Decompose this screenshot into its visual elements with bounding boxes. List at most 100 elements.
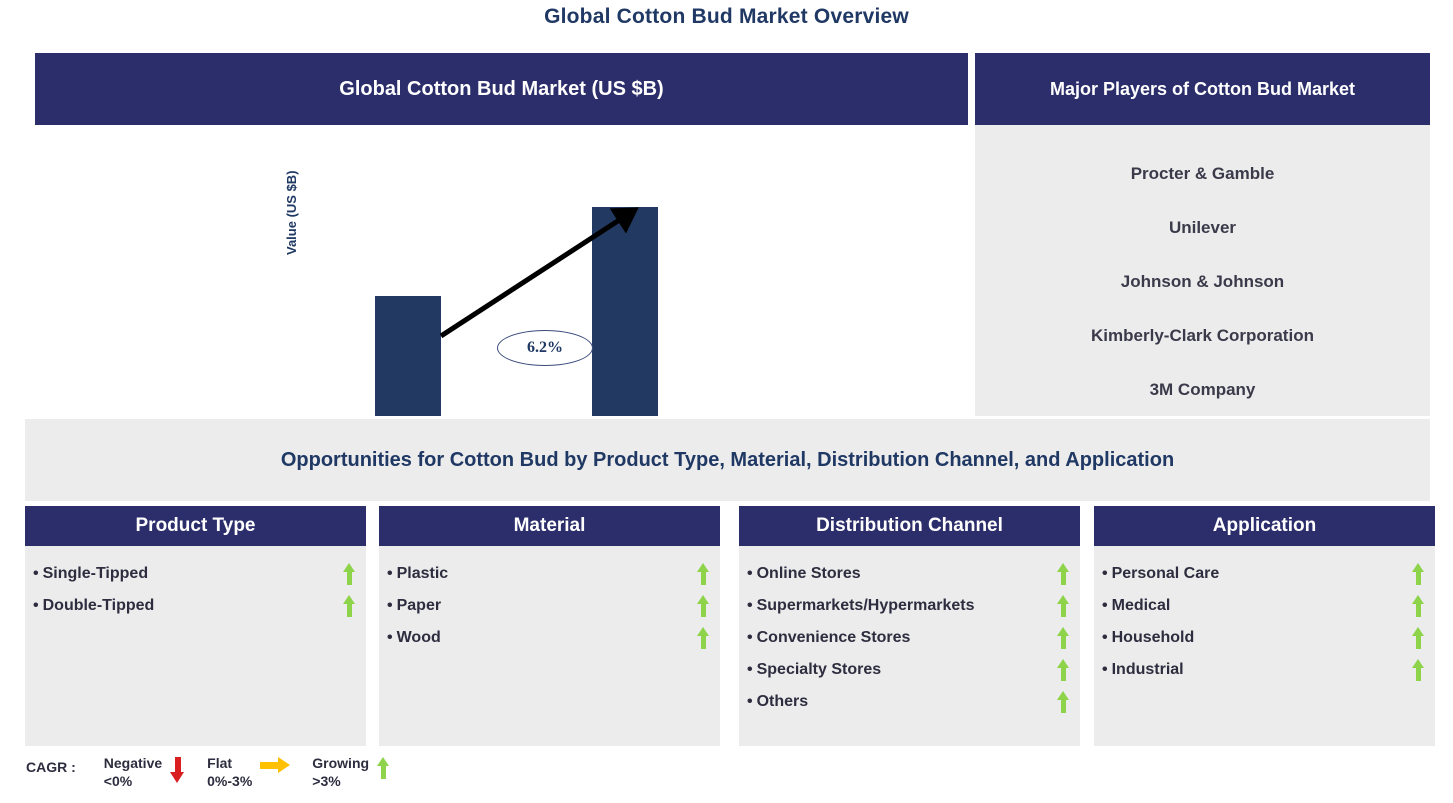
arrow-up-icon xyxy=(1412,627,1425,649)
legend-item-flat: Flat 0%-3% xyxy=(207,755,302,790)
legend-label: Flat xyxy=(207,755,233,771)
category-column-application: Application • Personal Care • Medical • Hou… xyxy=(1094,506,1435,746)
bullet-icon: • xyxy=(33,597,39,614)
list-item: 3M Company xyxy=(1149,379,1256,399)
legend-range: 0%-3% xyxy=(207,772,253,789)
category-item-label: • Supermarkets/Hypermarkets xyxy=(747,597,975,614)
major-players-panel: Major Players of Cotton Bud Market Proct… xyxy=(975,53,1430,416)
category-title: Product Type xyxy=(135,515,256,536)
growth-arrow-icon xyxy=(439,207,639,339)
legend-range: >3% xyxy=(312,772,341,789)
list-item: • Plastic xyxy=(387,558,710,590)
cagr-legend-title: CAGR : xyxy=(26,759,76,775)
arrow-up-icon xyxy=(697,595,710,617)
legend-label: Growing xyxy=(312,755,370,771)
category-column-product-type: Product Type • Single-Tipped • Double-Tipp… xyxy=(25,506,366,746)
arrow-up-icon xyxy=(1412,595,1425,617)
list-item: • Supermarkets/Hypermarkets xyxy=(747,590,1070,622)
legend-item-negative: Negative <0% xyxy=(104,755,197,790)
page-title: Global Cotton Bud Market Overview xyxy=(544,5,909,28)
list-item: • Medical xyxy=(1102,590,1425,622)
bullet-icon: • xyxy=(1102,629,1108,646)
arrow-up-icon xyxy=(1412,659,1425,681)
players-panel-title: Major Players of Cotton Bud Market xyxy=(1049,78,1356,99)
list-item: • Convenience Stores xyxy=(747,622,1070,654)
category-title: Material xyxy=(513,515,586,536)
list-item: • Household xyxy=(1102,622,1425,654)
bullet-icon: • xyxy=(747,565,753,582)
category-item-label: • Others xyxy=(747,693,809,710)
category-title: Application xyxy=(1212,515,1317,536)
list-item: • Wood xyxy=(387,622,710,654)
players-list: Procter & Gamble Unilever Johnson & John… xyxy=(975,125,1430,416)
arrow-up-icon xyxy=(1057,563,1070,585)
list-item: • Specialty Stores xyxy=(747,654,1070,686)
bar-chart: Value (US $B) 6.2% 2024 2031 Source : Lu… xyxy=(35,125,968,482)
category-item-label: • Single-Tipped xyxy=(33,565,149,582)
opportunities-banner: Opportunities for Cotton Bud by Product … xyxy=(25,419,1430,501)
category-item-label: • Wood xyxy=(387,629,441,646)
chart-panel-header: Global Cotton Bud Market (US $B) xyxy=(35,53,968,125)
list-item: Kimberly-Clark Corporation xyxy=(1091,325,1314,345)
list-item: • Single-Tipped xyxy=(33,558,356,590)
bullet-icon: • xyxy=(747,629,753,646)
arrow-down-icon xyxy=(170,757,185,783)
arrow-right-icon xyxy=(260,757,291,773)
chart-panel-title: Global Cotton Bud Market (US $B) xyxy=(339,77,664,100)
category-header: Distribution Channel xyxy=(739,506,1080,546)
bar-2024 xyxy=(375,296,441,416)
arrow-up-icon xyxy=(343,595,356,617)
category-items: • Single-Tipped • Double-Tipped xyxy=(25,546,366,746)
bullet-icon: • xyxy=(1102,597,1108,614)
bar-2031 xyxy=(592,207,658,416)
category-header: Product Type xyxy=(25,506,366,546)
category-column-material: Material • Plastic • Paper • Wood xyxy=(379,506,720,746)
category-column-distribution-channel: Distribution Channel • Online Stores • Sup… xyxy=(739,506,1080,746)
list-item: Johnson & Johnson xyxy=(1120,271,1285,291)
category-item-label: • Convenience Stores xyxy=(747,629,911,646)
opportunities-banner-text: Opportunities for Cotton Bud by Product … xyxy=(280,448,1175,471)
bullet-icon: • xyxy=(387,597,393,614)
cagr-legend: CAGR : Negative <0% Flat 0%-3% Growing >… xyxy=(26,755,412,790)
bullet-icon: • xyxy=(747,597,753,614)
category-item-label: • Online Stores xyxy=(747,565,861,582)
list-item: Unilever xyxy=(1168,218,1237,238)
bullet-icon: • xyxy=(1102,661,1108,678)
category-item-label: • Medical xyxy=(1102,597,1171,614)
bullet-icon: • xyxy=(747,693,753,710)
category-item-label: • Specialty Stores xyxy=(747,661,882,678)
category-items: • Plastic • Paper • Wood xyxy=(379,546,720,746)
category-item-label: • Paper xyxy=(387,597,442,614)
category-header: Material xyxy=(379,506,720,546)
bullet-icon: • xyxy=(33,565,39,582)
legend-range: <0% xyxy=(103,772,133,789)
cagr-value: 6.2% xyxy=(527,339,563,356)
cagr-callout: 6.2% xyxy=(497,330,593,366)
list-item: Procter & Gamble xyxy=(1130,164,1275,184)
bullet-icon: • xyxy=(1102,565,1108,582)
category-item-label: • Plastic xyxy=(387,565,449,582)
list-item: • Others xyxy=(747,686,1070,718)
legend-item-growing: Growing >3% xyxy=(312,755,402,790)
arrow-up-icon xyxy=(1412,563,1425,585)
arrow-up-icon xyxy=(1057,691,1070,713)
arrow-up-icon xyxy=(1057,595,1070,617)
arrow-up-icon xyxy=(697,563,710,585)
category-item-label: • Industrial xyxy=(1102,661,1184,678)
list-item: • Double-Tipped xyxy=(33,590,356,622)
category-title: Distribution Channel xyxy=(816,515,1003,536)
list-item: • Online Stores xyxy=(747,558,1070,590)
category-item-label: • Household xyxy=(1102,629,1195,646)
arrow-up-icon xyxy=(1057,627,1070,649)
arrow-up-icon xyxy=(343,563,356,585)
list-item: • Industrial xyxy=(1102,654,1425,686)
list-item: • Paper xyxy=(387,590,710,622)
category-items: • Online Stores • Supermarkets/Hypermarket… xyxy=(739,546,1080,746)
arrow-up-icon xyxy=(1057,659,1070,681)
bullet-icon: • xyxy=(747,661,753,678)
category-item-label: • Personal Care xyxy=(1102,565,1220,582)
bullet-icon: • xyxy=(387,565,393,582)
bullet-icon: • xyxy=(387,629,393,646)
players-panel-header: Major Players of Cotton Bud Market xyxy=(975,53,1430,125)
